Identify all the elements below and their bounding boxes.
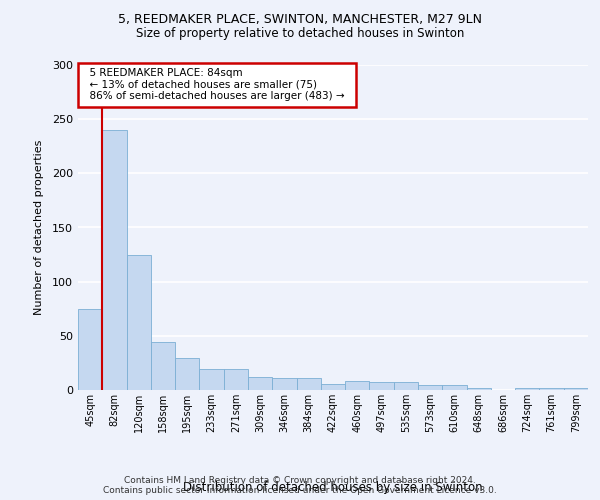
Bar — [102, 130, 127, 390]
Text: 5, REEDMAKER PLACE, SWINTON, MANCHESTER, M27 9LN: 5, REEDMAKER PLACE, SWINTON, MANCHESTER,… — [118, 12, 482, 26]
Bar — [515, 388, 539, 390]
Bar — [272, 378, 296, 390]
Text: Size of property relative to detached houses in Swinton: Size of property relative to detached ho… — [136, 28, 464, 40]
Bar — [345, 382, 370, 390]
Bar — [394, 382, 418, 390]
Bar — [539, 388, 564, 390]
Bar — [321, 384, 345, 390]
Bar — [467, 388, 491, 390]
Bar — [78, 308, 102, 390]
Y-axis label: Number of detached properties: Number of detached properties — [34, 140, 44, 315]
Bar — [442, 384, 467, 390]
Bar — [370, 382, 394, 390]
Bar — [296, 378, 321, 390]
Bar — [175, 358, 199, 390]
Bar — [224, 370, 248, 390]
Bar — [564, 388, 588, 390]
Bar — [418, 384, 442, 390]
Text: 5 REEDMAKER PLACE: 84sqm  
  ← 13% of detached houses are smaller (75)  
  86% o: 5 REEDMAKER PLACE: 84sqm ← 13% of detach… — [83, 68, 351, 102]
X-axis label: Distribution of detached houses by size in Swinton: Distribution of detached houses by size … — [183, 481, 483, 494]
Bar — [127, 254, 151, 390]
Text: Contains HM Land Registry data © Crown copyright and database right 2024.
Contai: Contains HM Land Registry data © Crown c… — [103, 476, 497, 495]
Bar — [151, 342, 175, 390]
Bar — [199, 370, 224, 390]
Bar — [248, 377, 272, 390]
